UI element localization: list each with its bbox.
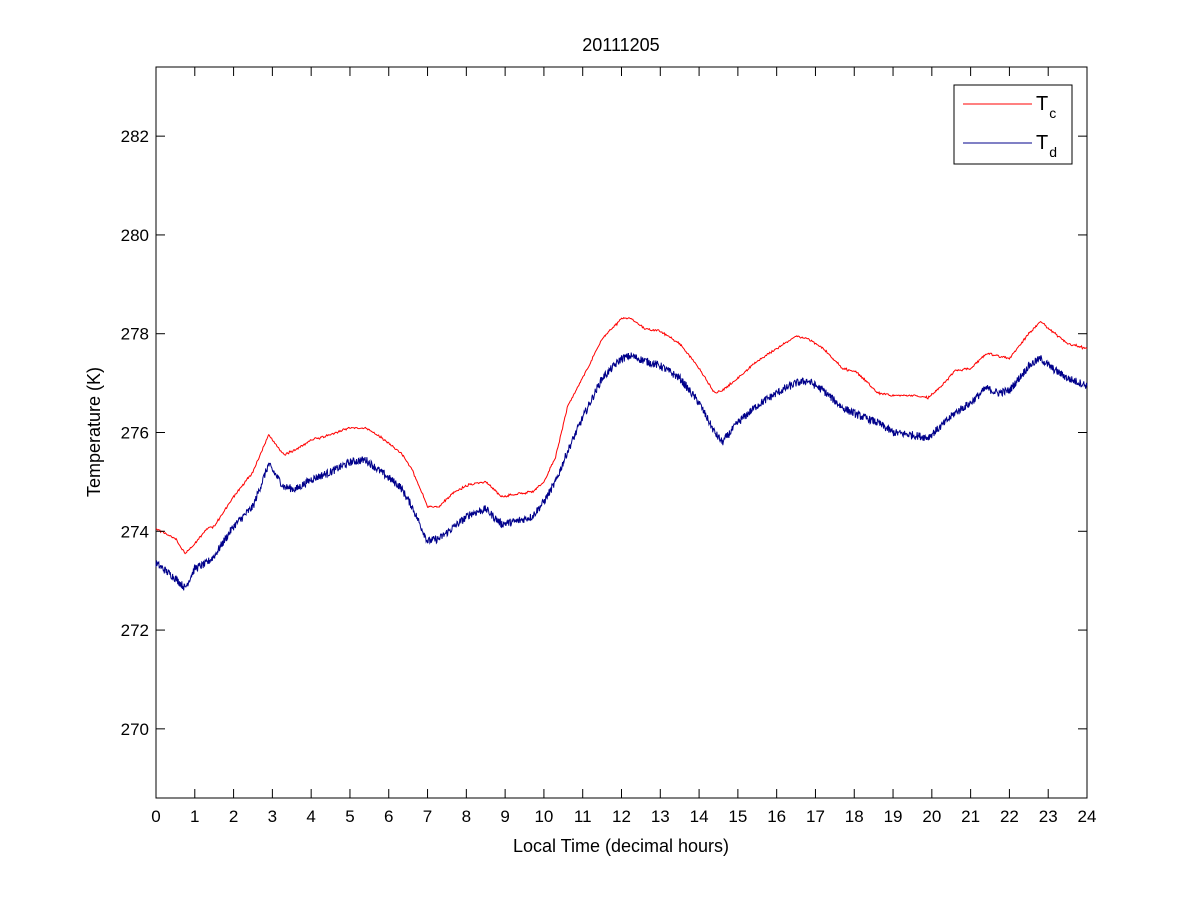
x-tick-label: 22 (1000, 807, 1019, 826)
y-tick-label: 272 (121, 621, 149, 640)
axes-box (155, 66, 1088, 799)
x-tick-label: 19 (884, 807, 903, 826)
x-tick-label: 1 (190, 807, 199, 826)
legend-label-tc: Tc (1036, 93, 1056, 121)
x-tick-label: 8 (462, 807, 471, 826)
x-tick-label: 3 (268, 807, 277, 826)
x-tick-label: 21 (961, 807, 980, 826)
y-tick-label: 270 (121, 720, 149, 739)
ticks-layer: 0 1 2 3 4 5 6 7 8 9 10 11 12 13 14 15 16 17 18 19 20 21 22 23 24… (121, 67, 1097, 826)
x-tick-label: 24 (1078, 807, 1097, 826)
x-tick-label: 9 (500, 807, 509, 826)
x-tick-label: 17 (806, 807, 825, 826)
x-tick-label: 4 (306, 807, 315, 826)
x-tick-label: 0 (151, 807, 160, 826)
x-tick-label: 15 (728, 807, 747, 826)
x-axis-title: Local Time (decimal hours) (513, 836, 729, 856)
chart-title: 20111205 (582, 35, 659, 55)
x-tick-label: 10 (534, 807, 553, 826)
series-line-tc (155, 317, 1088, 555)
x-tick-label: 23 (1039, 807, 1058, 826)
series-layer (155, 317, 1088, 591)
y-tick-label: 278 (121, 325, 149, 344)
y-tick-label: 282 (121, 127, 149, 146)
x-tick-label: 12 (612, 807, 631, 826)
series-line-td (155, 352, 1088, 591)
y-tick-label: 274 (121, 522, 149, 541)
x-tick-label: 2 (229, 807, 238, 826)
x-tick-label: 18 (845, 807, 864, 826)
legend-box (953, 84, 1073, 165)
x-tick-label: 13 (651, 807, 670, 826)
legend-label-td: Td (1036, 132, 1057, 160)
legend: Tc Td (953, 84, 1073, 165)
y-axis-title: Temperature (K) (84, 367, 104, 497)
y-tick-label: 280 (121, 226, 149, 245)
x-tick-label: 7 (423, 807, 432, 826)
x-tick-label: 6 (384, 807, 393, 826)
y-tick-label: 276 (121, 424, 149, 443)
x-tick-label: 20 (922, 807, 941, 826)
x-tick-label: 5 (345, 807, 354, 826)
plot-area (155, 66, 1088, 799)
x-tick-label: 16 (767, 807, 786, 826)
x-tick-label: 11 (574, 807, 592, 826)
x-tick-label: 14 (690, 807, 709, 826)
